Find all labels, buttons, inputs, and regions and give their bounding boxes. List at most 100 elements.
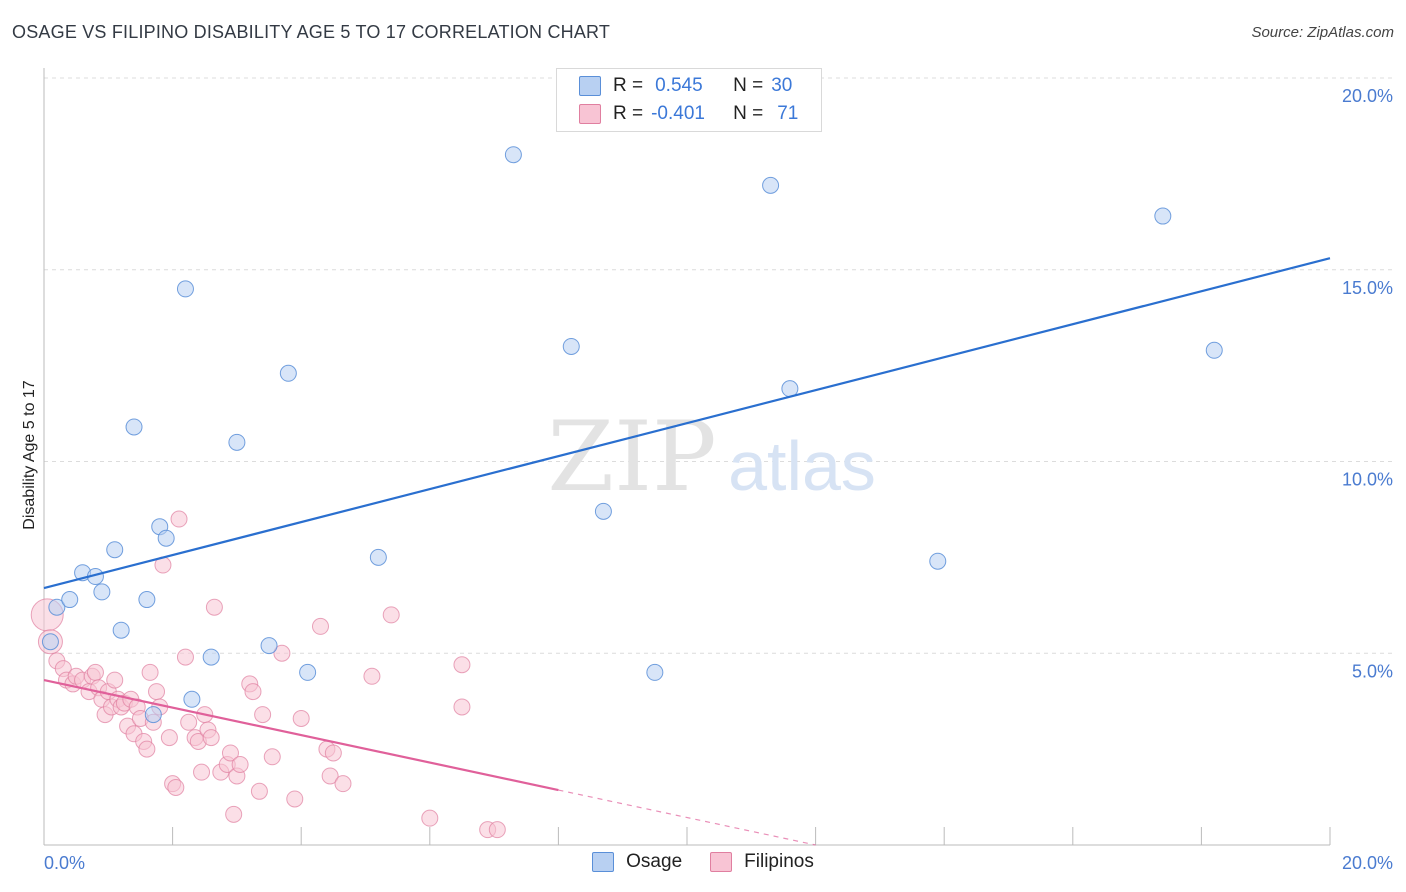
osage-point xyxy=(929,552,947,570)
filipinos-point xyxy=(202,729,220,747)
legend-row-osage: R = 0.545 N = 30 xyxy=(579,74,792,98)
filipinos-point xyxy=(321,767,339,785)
source-label: Source: ZipAtlas.com xyxy=(1251,24,1394,41)
filipinos-point xyxy=(225,805,243,823)
osage-point xyxy=(144,706,162,724)
osage-point xyxy=(138,591,156,609)
y-tick-labels: 5.0% 10.0% 15.0% 20.0% xyxy=(1342,86,1393,681)
filipinos-point xyxy=(250,782,268,800)
filipinos-point xyxy=(244,683,262,701)
osage-n-value: 30 xyxy=(771,75,793,96)
x-tick-label: 20.0% xyxy=(1342,853,1393,873)
filipinos-trend-line xyxy=(43,679,559,792)
legend-item-osage[interactable]: Osage xyxy=(592,851,682,873)
filipinos-point xyxy=(138,740,156,758)
filipinos-point xyxy=(453,656,471,674)
filipinos-point xyxy=(176,648,194,666)
osage-point xyxy=(48,598,66,616)
filipinos-point xyxy=(205,598,223,616)
osage-legend-label: Osage xyxy=(626,851,683,872)
y-tick-label: 15.0% xyxy=(1342,278,1393,298)
filipinos-n-value: 71 xyxy=(777,103,799,124)
chart-title: OSAGE VS FILIPINO DISABILITY AGE 5 TO 17… xyxy=(12,22,611,42)
grid xyxy=(44,77,1395,654)
filipinos-n-label: N = xyxy=(733,103,764,124)
filipinos-r-value: -0.401 xyxy=(651,103,705,124)
osage-point xyxy=(1205,341,1223,359)
osage-point xyxy=(183,690,201,708)
osage-point xyxy=(762,176,780,194)
filipinos-point xyxy=(221,744,239,762)
filipinos-point xyxy=(106,671,124,689)
filipinos-point xyxy=(273,644,291,662)
osage-point xyxy=(299,663,317,681)
y-tick-label: 20.0% xyxy=(1342,86,1393,106)
filipinos-point xyxy=(453,698,471,716)
osage-legend-swatch xyxy=(592,852,615,872)
osage-point xyxy=(106,541,124,559)
trend-lines xyxy=(43,257,1331,846)
watermark-zip: ZIP xyxy=(547,401,716,513)
filipinos-point xyxy=(488,821,506,839)
x-tick-label: 0.0% xyxy=(44,853,85,873)
osage-n-label: N = xyxy=(733,75,764,96)
filipinos-legend-swatch xyxy=(710,852,733,872)
osage-point xyxy=(112,621,130,639)
y-tick-label: 10.0% xyxy=(1342,470,1393,490)
x-tick-labels: 0.0% 20.0% xyxy=(44,853,1393,873)
filipinos-point xyxy=(180,713,198,731)
osage-r-value: 0.545 xyxy=(655,75,703,96)
filipinos-point xyxy=(86,663,104,681)
watermark-atlas: atlas xyxy=(728,427,876,505)
osage-point xyxy=(260,637,278,655)
filipinos-legend-label: Filipinos xyxy=(744,851,814,872)
osage-point xyxy=(125,418,143,436)
filipinos-point xyxy=(311,617,329,635)
osage-swatch xyxy=(579,76,601,96)
correlation-legend: R = 0.545 N = 30 R = -0.401 N = 71 xyxy=(556,68,822,132)
filipinos-points xyxy=(30,510,506,839)
osage-point xyxy=(504,146,522,164)
osage-r-label: R = xyxy=(613,75,644,96)
filipinos-point xyxy=(334,775,352,793)
y-tick-label: 5.0% xyxy=(1352,661,1393,681)
filipinos-swatch xyxy=(579,104,601,124)
osage-point xyxy=(176,280,194,298)
filipinos-point xyxy=(148,683,166,701)
filipinos-point xyxy=(292,709,310,727)
osage-point xyxy=(61,591,79,609)
filipinos-point xyxy=(141,663,159,681)
filipinos-point xyxy=(170,510,188,528)
filipinos-trend-extension xyxy=(558,789,816,846)
osage-points xyxy=(41,146,1223,724)
filipinos-point xyxy=(382,606,400,624)
filipinos-point xyxy=(421,809,439,827)
filipinos-point xyxy=(193,763,211,781)
osage-point xyxy=(202,648,220,666)
osage-point xyxy=(157,529,175,547)
osage-point xyxy=(41,633,59,651)
osage-trend-line xyxy=(43,257,1331,590)
filipinos-point xyxy=(324,744,342,762)
filipinos-point xyxy=(160,729,178,747)
filipinos-point xyxy=(363,667,381,685)
filipinos-point xyxy=(286,790,304,808)
osage-point xyxy=(594,502,612,520)
filipinos-r-label: R = xyxy=(613,103,644,124)
osage-point xyxy=(1154,207,1172,225)
osage-point xyxy=(369,548,387,566)
osage-point xyxy=(646,663,664,681)
legend-row-filipinos: R = -0.401 N = 71 xyxy=(579,102,798,126)
filipinos-point xyxy=(231,755,249,773)
osage-point xyxy=(93,583,111,601)
legend-item-filipinos[interactable]: Filipinos xyxy=(710,851,814,873)
osage-point xyxy=(562,337,580,355)
axes xyxy=(43,68,1331,846)
osage-point xyxy=(228,433,246,451)
filipinos-point xyxy=(263,748,281,766)
filipinos-point xyxy=(254,706,272,724)
osage-point xyxy=(279,364,297,382)
filipinos-point xyxy=(167,778,185,796)
series-legend: Osage Filipinos xyxy=(0,851,1406,873)
